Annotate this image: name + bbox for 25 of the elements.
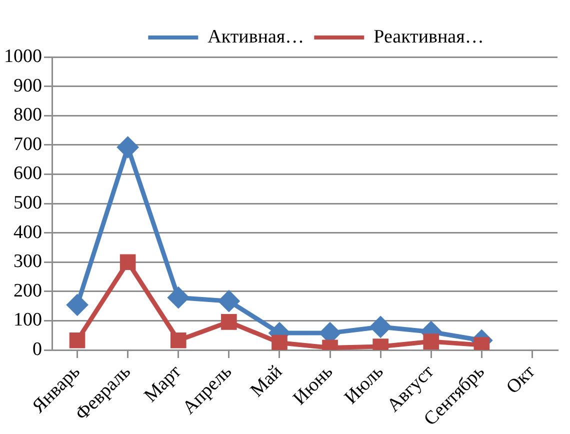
point (170, 332, 186, 348)
point (67, 294, 88, 316)
y-tick-label: 400 (14, 222, 42, 243)
y-tick-label: 500 (14, 192, 42, 214)
point (118, 137, 138, 158)
y-tick-label: 900 (14, 75, 42, 96)
point (370, 316, 391, 338)
point (69, 332, 86, 348)
legend-label: Реактивная… (374, 26, 484, 48)
y-tick-label: 200 (14, 280, 42, 302)
y-tick-label: 0 (32, 339, 42, 360)
point (423, 334, 440, 350)
y-tick-label: 300 (14, 251, 42, 272)
point (168, 287, 189, 308)
legend-label: Активная… (208, 26, 304, 48)
x-tick-label: Окт (502, 360, 540, 398)
point (272, 334, 288, 350)
y-tick-label: 800 (14, 104, 42, 126)
y-tick-label: 1000 (4, 46, 42, 67)
point (221, 314, 237, 330)
point (120, 254, 136, 270)
y-tick-label: 700 (14, 134, 42, 155)
y-tick-label: 100 (14, 310, 42, 331)
y-tick-label: 600 (14, 163, 42, 184)
point (218, 290, 240, 312)
